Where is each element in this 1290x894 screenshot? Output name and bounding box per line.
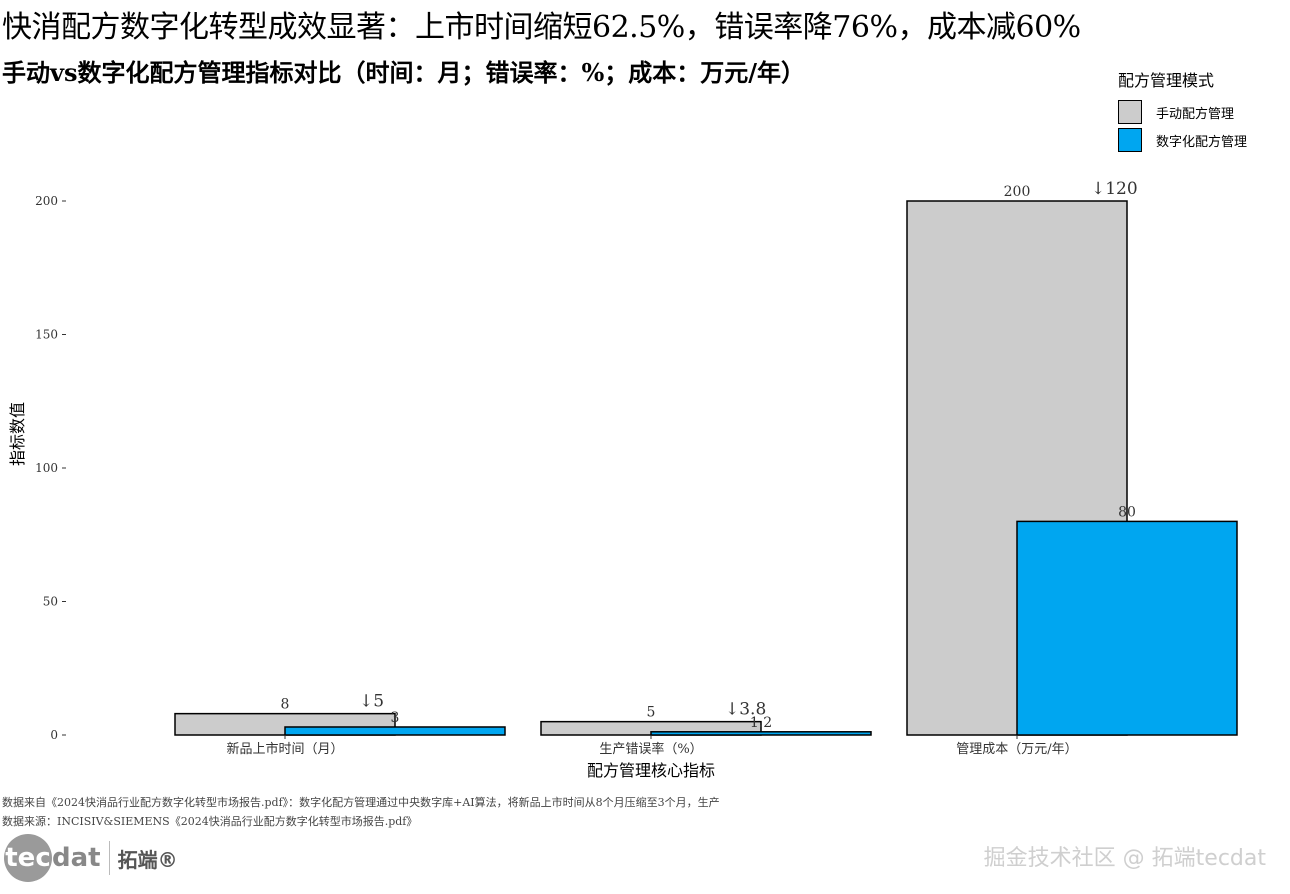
logo-text-dat: dat bbox=[52, 843, 101, 873]
legend-item-manual: 手动配方管理 bbox=[1118, 98, 1247, 126]
logo-circle: tec bbox=[4, 834, 52, 882]
footnote-description: 数据来自《2024快消品行业配方数字化转型市场报告.pdf》：数字化配方管理通过… bbox=[2, 796, 720, 809]
legend-label-digital: 数字化配方管理 bbox=[1156, 134, 1248, 150]
reduction-annotation: ↓120 bbox=[1091, 179, 1138, 199]
y-tick-label: 150 bbox=[35, 328, 58, 342]
y-tick-label: 100 bbox=[35, 461, 58, 475]
logo-text-tec: tec bbox=[5, 843, 51, 873]
data-label-manual: 5 bbox=[647, 705, 656, 721]
chart-title: 快消配方数字化转型成效显著：上市时间缩短62.5%，错误率降76%，成本减60% bbox=[2, 10, 1081, 45]
chart-subtitle: 手动vs数字化配方管理指标对比（时间：月；错误率：%；成本：万元/年） bbox=[2, 58, 806, 87]
data-label-manual: 8 bbox=[281, 697, 290, 713]
legend-key-manual bbox=[1118, 100, 1142, 124]
footnote-source: 数据来源：INCISIV&SIEMENS《2024快消品行业配方数字化转型市场报… bbox=[2, 815, 418, 828]
y-tick-label: 0 bbox=[50, 728, 58, 742]
bar-digital bbox=[1016, 520, 1238, 736]
bar-digital bbox=[284, 726, 506, 736]
bar-digital bbox=[650, 731, 872, 736]
x-axis-title: 配方管理核心指标 bbox=[587, 761, 715, 780]
logo-text-cn: 拓端® bbox=[117, 847, 178, 872]
data-label-manual: 200 bbox=[1004, 184, 1031, 200]
legend-title: 配方管理模式 bbox=[1118, 71, 1215, 90]
logo-separator bbox=[108, 841, 110, 875]
legend-label-manual: 手动配方管理 bbox=[1156, 106, 1235, 122]
x-tick-label: 生产错误率（%） bbox=[599, 741, 702, 757]
y-tick-label: 200 bbox=[35, 194, 58, 208]
legend-item-digital: 数字化配方管理 bbox=[1118, 126, 1247, 154]
data-label-digital: 1.2 bbox=[750, 715, 772, 731]
reduction-annotation: ↓5 bbox=[359, 692, 384, 712]
tecdat-logo: tec dat 拓端® bbox=[4, 834, 178, 882]
legend-key-digital bbox=[1118, 128, 1142, 152]
data-label-digital: 80 bbox=[1118, 504, 1136, 520]
reduction-annotation: ↓3.8 bbox=[725, 700, 766, 720]
y-axis-title: 指标数值 bbox=[8, 402, 27, 466]
x-tick-label: 新品上市时间（月） bbox=[226, 741, 343, 757]
x-tick-label: 管理成本（万元/年） bbox=[956, 742, 1077, 757]
y-tick-label: 50 bbox=[43, 595, 58, 609]
watermark: 掘金技术社区 @ 拓端tecdat bbox=[983, 846, 1266, 871]
data-label-digital: 3 bbox=[391, 710, 400, 726]
legend: 配方管理模式 手动配方管理 数字化配方管理 bbox=[1118, 70, 1247, 154]
